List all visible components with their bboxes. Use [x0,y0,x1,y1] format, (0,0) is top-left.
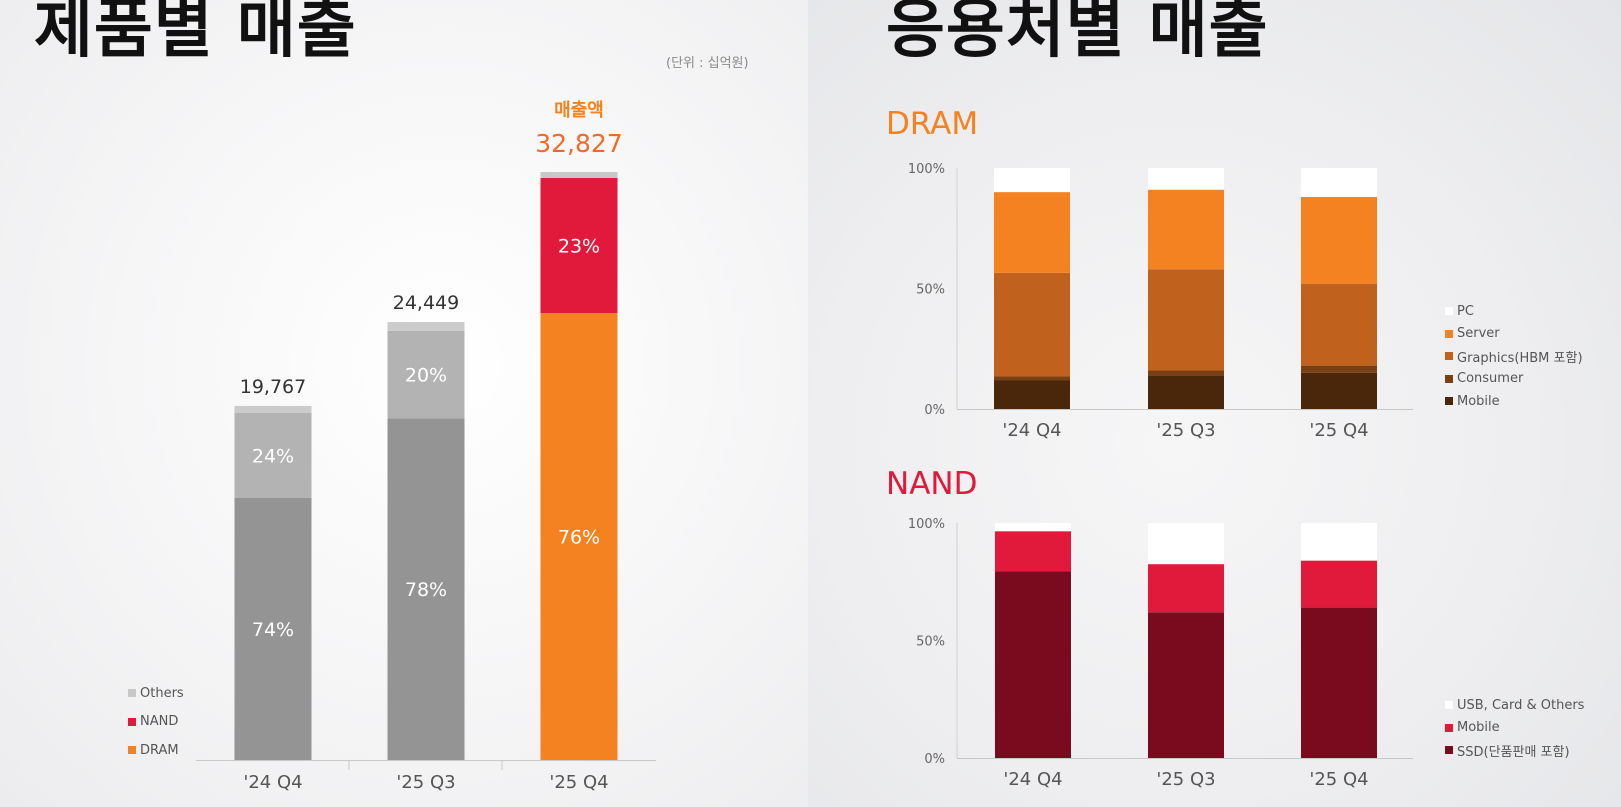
bar-server-2 [1148,189,1224,270]
bar-consumer-2 [1148,370,1224,376]
x-tick-label-1: '24 Q4 [243,772,302,793]
legend-swatch [128,689,136,698]
legend-item-mobile: Mobile [1445,390,1583,413]
x-tick-label-3: '25 Q4 [1309,769,1368,790]
bar-dram-3 [540,313,618,760]
bar-nand-1 [234,413,312,498]
bar-others-3 [540,172,618,178]
x-tick-label-2: '25 Q3 [1156,420,1215,441]
bar-consumer-3 [1301,365,1377,373]
legend-swatch [1445,701,1453,710]
y-tick-label: 100% [908,517,945,532]
bar-mobile-1 [994,380,1070,409]
product-revenue-title: 제품별 매출 [34,0,357,67]
bar-others-2 [387,322,465,331]
bar-ssd-2 [1148,612,1224,758]
total-value-3: 32,827 [535,129,622,158]
bar-ssd-1 [995,571,1071,758]
legend-swatch [1445,723,1453,732]
y-tick-label: 0% [924,752,945,767]
bar-consumer-1 [994,376,1070,381]
x-tick-label-2: '25 Q3 [396,772,455,793]
total-label: 매출액 [554,100,604,121]
legend-item-dram: DRAM [128,736,184,765]
legend-swatch [1445,329,1453,338]
y-tick-label: 50% [916,635,945,650]
x-tick-label-3: '25 Q4 [549,772,608,793]
bar-mobile-2 [1148,564,1224,613]
nand-subtitle: NAND [886,466,978,502]
y-tick-label: 0% [924,403,945,418]
legend-item-consumer: Consumer [1445,368,1583,391]
bar-label-dram-3: 76% [558,527,600,549]
legend-swatch [1445,397,1453,406]
bar-label-dram-1: 74% [252,619,294,641]
y-tick-label: 50% [916,283,945,298]
nand-legend: USB, Card & Others Mobile SSD(단품판매 포함) [1445,694,1584,762]
bar-dram-1 [234,497,312,760]
bar-others-1 [234,405,312,414]
bar-dram-2 [387,418,465,760]
bar-nand-2 [387,330,465,419]
bar-label-dram-2: 78% [405,579,447,601]
bar-label-nand-2: 20% [405,365,447,387]
unit-note: (단위 : 십억원) [666,56,749,71]
bar-pc-2 [1148,168,1224,190]
legend-item-graphics: Graphics(HBM 포함) [1445,345,1583,368]
product-legend: Others NAND DRAM [128,679,184,765]
dram-legend: PC Server Graphics(HBM 포함) Consumer Mobi… [1445,300,1583,413]
bar-nand-3 [540,177,618,314]
legend-item-pc: PC [1445,300,1583,323]
legend-item-nand: NAND [128,708,184,737]
bar-mobile-2 [1148,375,1224,409]
legend-swatch [1445,746,1453,755]
bar-pc-3 [1301,168,1377,197]
bar-graphics-hbm-2 [1148,269,1224,371]
bar-mobile-3 [1301,372,1377,409]
bar-mobile-1 [995,531,1071,572]
bar-ssd-3 [1301,607,1377,758]
bar-server-1 [994,192,1070,273]
x-tick-label-3: '25 Q4 [1309,420,1368,441]
bar-usb-card-others-2 [1148,523,1224,565]
legend-swatch [1445,374,1453,383]
legend-item-server: Server [1445,323,1583,346]
bar-graphics-hbm-1 [994,272,1070,377]
legend-swatch [1445,352,1453,361]
bar-graphics-hbm-3 [1301,283,1377,366]
dram-subtitle: DRAM [886,106,979,142]
bar-usb-card-others-1 [995,523,1071,532]
y-tick-label: 100% [908,162,945,177]
bar-label-nand-3: 23% [558,235,600,257]
application-revenue-title: 응용처별 매출 [886,0,1269,67]
bar-usb-card-others-3 [1301,523,1377,561]
legend-item-others: Others [128,679,184,708]
bar-server-3 [1301,196,1377,284]
legend-item-ssd: SSD(단품판매 포함) [1445,739,1584,762]
legend-swatch [1445,307,1453,316]
total-value-2: 24,449 [393,292,459,314]
x-tick-label-1: '24 Q4 [1003,769,1062,790]
bar-mobile-3 [1301,560,1377,608]
bar-pc-1 [994,168,1070,193]
bar-label-nand-1: 24% [252,446,294,468]
x-tick-label-1: '24 Q4 [1002,420,1061,441]
legend-item-usb-card-others: USB, Card & Others [1445,694,1584,717]
total-value-1: 19,767 [240,376,306,398]
legend-item-mobile: Mobile [1445,717,1584,740]
legend-swatch [128,717,136,726]
x-tick-label-2: '25 Q3 [1156,769,1215,790]
legend-swatch [128,746,136,755]
